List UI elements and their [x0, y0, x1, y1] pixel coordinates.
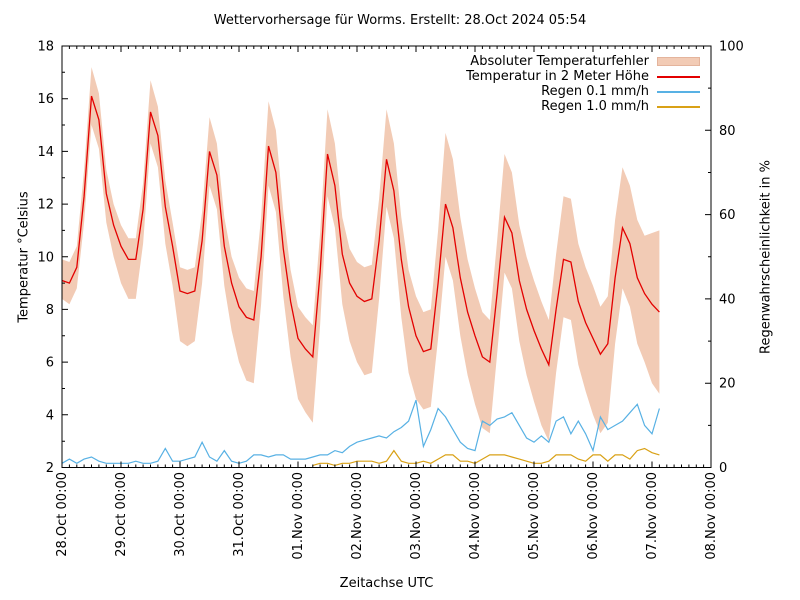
y-right-tick-label: 20	[719, 377, 736, 392]
y-left-tick-label: 18	[37, 40, 54, 55]
legend-item-rain-10: Regen 1.0 mm/h	[541, 99, 700, 114]
legend: Absoluter Temperaturfehler Temperatur in…	[466, 54, 700, 114]
y-left-tick-label: 16	[37, 92, 54, 107]
x-tick-label: 06.Nov 00:00	[586, 472, 601, 560]
legend-label: Temperatur in 2 Meter Höhe	[466, 69, 649, 84]
x-tick-label: 30.Oct 00:00	[173, 472, 188, 557]
temperature-line-swatch-icon	[657, 75, 700, 78]
axis-ticks	[61, 45, 712, 468]
x-axis-label: Zeitachse UTC	[339, 576, 434, 591]
legend-item-temperature-error: Absoluter Temperaturfehler	[470, 54, 700, 69]
x-tick-label: 02.Nov 00:00	[350, 472, 365, 560]
chart-title: Wettervorhersage für Worms. Erstellt: 28…	[213, 13, 587, 28]
y-right-tick-label: 60	[719, 208, 736, 223]
x-tick-label: 29.Oct 00:00	[114, 472, 129, 557]
x-tick-label: 28.Oct 00:00	[55, 472, 70, 557]
y-left-tick-label: 2	[46, 461, 54, 476]
y-left-tick-label: 8	[46, 303, 54, 318]
y-left-tick-label: 12	[37, 198, 54, 213]
legend-label: Regen 1.0 mm/h	[541, 99, 649, 114]
y-left-tick-label: 6	[46, 356, 54, 371]
legend-item-rain-01: Regen 0.1 mm/h	[541, 84, 700, 99]
rain-01-line-swatch-icon	[657, 90, 700, 93]
x-tick-label: 05.Nov 00:00	[527, 472, 542, 560]
temperature-line	[61, 95, 660, 368]
rain-10-line-swatch-icon	[657, 105, 700, 108]
y-left-tick-label: 10	[37, 250, 54, 265]
x-tick-label: 31.Oct 00:00	[232, 472, 247, 557]
legend-label: Absoluter Temperaturfehler	[470, 54, 649, 69]
y-right-tick-label: 40	[719, 292, 736, 307]
x-tick-label: 01.Nov 00:00	[291, 472, 306, 560]
y-left-tick-label: 4	[46, 408, 54, 423]
y-axis-right-label: Regenwahrscheinlichkeit in %	[758, 160, 774, 354]
temperature-error-band	[62, 67, 660, 442]
y-right-tick-label: 100	[719, 40, 744, 55]
x-tick-label: 04.Nov 00:00	[468, 472, 483, 560]
rain-01-line	[61, 399, 660, 464]
legend-label: Regen 0.1 mm/h	[541, 84, 649, 99]
x-tick-label: 03.Nov 00:00	[409, 472, 424, 560]
x-tick-label: 07.Nov 00:00	[645, 472, 660, 560]
rain-10-line	[312, 447, 660, 467]
y-left-tick-label: 14	[37, 145, 54, 160]
x-tick-label: 08.Nov 00:00	[704, 472, 719, 560]
y-axis-left-label: Temperatur °Celsius	[16, 191, 32, 323]
legend-item-temperature: Temperatur in 2 Meter Höhe	[466, 69, 700, 84]
y-right-tick-label: 0	[719, 461, 727, 476]
error-band-swatch-icon	[657, 57, 700, 66]
y-right-tick-label: 80	[719, 124, 736, 139]
